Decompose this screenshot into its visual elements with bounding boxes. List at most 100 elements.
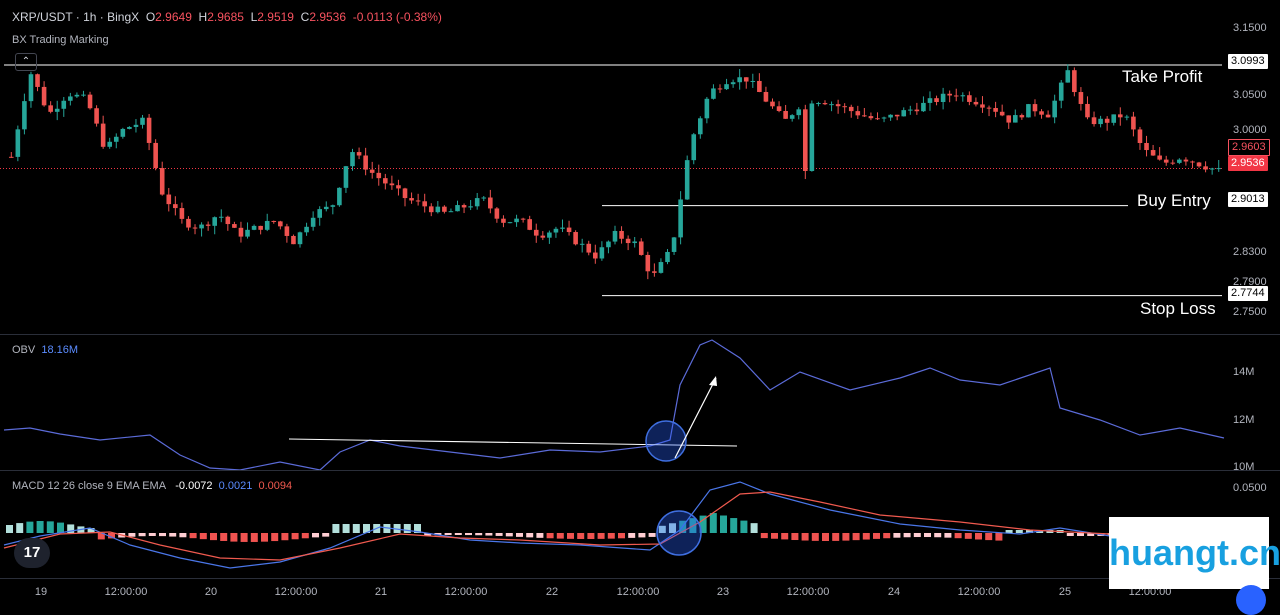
obv-arrow-head xyxy=(709,376,717,386)
macd-histogram-bar xyxy=(57,522,64,533)
obv-highlight-circle xyxy=(645,420,687,462)
candle-body xyxy=(422,201,427,207)
macd-signal-value: 0.0094 xyxy=(258,480,293,492)
candle-body xyxy=(993,108,998,112)
macd-histogram-bar xyxy=(1005,530,1013,533)
macd-histogram-bar xyxy=(210,533,217,541)
obv-value: 18.16M xyxy=(41,344,79,356)
candle-body xyxy=(238,227,244,237)
macd-histogram-bar xyxy=(1066,533,1074,536)
candle-body xyxy=(593,252,598,259)
candle-body xyxy=(1196,162,1202,167)
candle-body xyxy=(1150,150,1156,156)
macd-histogram-bar xyxy=(495,533,503,536)
candle-body xyxy=(691,134,697,161)
candle-body xyxy=(717,88,723,90)
candle-body xyxy=(507,222,513,224)
time-axis-label: 23 xyxy=(716,586,730,598)
macd-histogram-bar xyxy=(250,533,258,542)
macd-signal-line xyxy=(3,491,1111,561)
macd-histogram-bar xyxy=(781,533,789,540)
candle-body xyxy=(750,80,756,82)
pane-divider[interactable] xyxy=(0,334,1280,335)
obv-title: OBV 18.16M xyxy=(12,344,78,356)
macd-histogram-bar xyxy=(577,533,585,539)
macd-histogram-bar xyxy=(618,533,625,539)
macd-histogram-bar xyxy=(169,533,177,537)
candle-body xyxy=(842,106,847,108)
macd-histogram-bar xyxy=(128,533,136,537)
candle-body xyxy=(212,217,218,226)
obv-trendline xyxy=(288,438,738,447)
candle-body xyxy=(435,206,441,213)
candle-body xyxy=(1091,117,1097,125)
macd-histogram-bar xyxy=(230,533,238,542)
candle-body xyxy=(323,206,329,210)
change-value: -0.0113 (-0.38%) xyxy=(352,10,442,24)
macd-histogram-bar xyxy=(97,533,105,540)
time-axis-label: 12:00:00 xyxy=(616,586,660,598)
candle-body xyxy=(218,216,224,218)
collapse-button[interactable]: ⌃ xyxy=(15,53,37,71)
candle-body xyxy=(645,254,651,272)
price-axis-label: 2.7500 xyxy=(1233,306,1267,318)
candle-body xyxy=(665,251,670,263)
candle-body xyxy=(409,198,414,201)
candle-body xyxy=(468,206,473,208)
price-chart-canvas[interactable] xyxy=(0,0,1280,598)
candle-body xyxy=(28,74,34,102)
macd-histogram-bar xyxy=(628,533,636,538)
candle-body xyxy=(310,217,316,227)
candle-body xyxy=(297,232,303,245)
candle-body xyxy=(921,102,926,112)
candle-body xyxy=(271,220,277,222)
candle-body xyxy=(566,227,572,233)
candle-body xyxy=(1209,168,1215,170)
candle-body xyxy=(251,225,257,230)
buy-entry-label: Buy Entry xyxy=(1137,191,1211,210)
price-axis-label: 2.7900 xyxy=(1233,276,1267,288)
macd-histogram-bar xyxy=(954,533,962,539)
macd-histogram-bar xyxy=(424,533,432,536)
candle-body xyxy=(415,200,421,202)
pane-divider[interactable] xyxy=(0,470,1280,471)
candle-body xyxy=(560,227,565,229)
candle-body xyxy=(127,126,132,129)
time-axis-label: 24 xyxy=(887,586,901,598)
candle-body xyxy=(494,208,500,219)
price-axis-label: 3.1500 xyxy=(1233,22,1267,34)
candle-body xyxy=(442,206,447,212)
macd-axis-label: 0.0500 xyxy=(1233,482,1267,494)
macd-histogram-bar xyxy=(108,533,115,539)
candle-body xyxy=(61,100,67,109)
macd-histogram-bar xyxy=(791,533,799,541)
candle-body xyxy=(350,152,355,167)
macd-histogram-bar xyxy=(36,521,44,533)
candle-body xyxy=(113,136,119,142)
candle-body xyxy=(330,205,336,207)
macd-histogram-bar xyxy=(322,533,330,537)
prev-close-tag: 2.9603 xyxy=(1228,139,1270,156)
candle-body xyxy=(304,226,309,233)
macd-histogram-bar xyxy=(220,533,228,541)
macd-histogram-bar xyxy=(648,533,656,537)
candle-body xyxy=(291,235,296,245)
obv-arrow-shaft xyxy=(674,377,717,459)
candle-body xyxy=(1104,118,1110,123)
candle-body xyxy=(461,205,467,208)
candle-body xyxy=(1072,70,1077,93)
candle-body xyxy=(278,221,283,227)
chat-bubble-icon[interactable] xyxy=(1236,585,1266,615)
macd-histogram-bar xyxy=(526,533,534,538)
candle-body xyxy=(1203,166,1208,170)
candle-body xyxy=(1019,115,1025,118)
candle-body xyxy=(868,116,874,119)
indicator-title: BX Trading Marking xyxy=(12,34,109,46)
macd-histogram-bar xyxy=(822,533,829,541)
candle-body xyxy=(848,106,854,112)
macd-histogram-bar xyxy=(465,533,472,536)
chart-header: XRP/USDT · 1h · BingX O2.9649 H2.9685 L2… xyxy=(12,10,442,24)
candle-body xyxy=(855,111,861,116)
macd-histogram-bar xyxy=(832,533,840,541)
candle-body xyxy=(1157,155,1162,160)
